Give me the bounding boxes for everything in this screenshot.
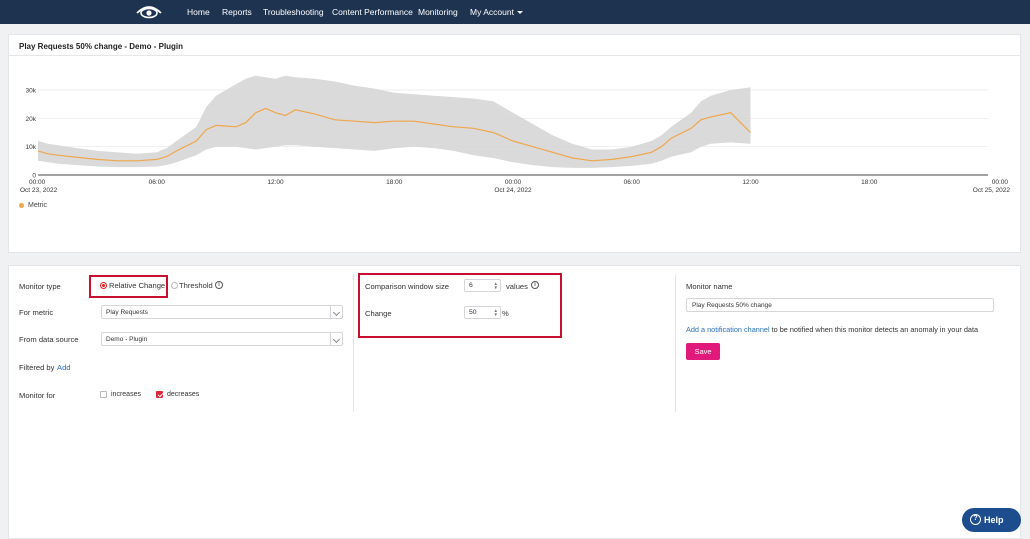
monitor-type-label: Monitor type	[19, 282, 61, 291]
relative-change-highlight	[89, 275, 168, 298]
x-tick-label: 00:00	[505, 179, 522, 186]
y-tick-label: 30k	[26, 88, 37, 95]
nav-my-account[interactable]: My Account	[470, 7, 523, 17]
change-value: 50	[469, 309, 477, 316]
x-tick-date-label: Oct 25, 2022	[973, 187, 1011, 194]
column-divider	[353, 274, 354, 412]
metric-series-line	[37, 107, 751, 162]
notification-description: to be notified when this monitor detects…	[769, 325, 979, 334]
chart-title: Play Requests 50% change - Demo - Plugin	[19, 42, 184, 51]
increases-label[interactable]: increases	[111, 391, 141, 398]
y-tick-label: 10k	[26, 144, 37, 151]
change-label: Change	[365, 309, 392, 318]
x-tick-label: 12:00	[742, 179, 759, 186]
comparison-window-label: Comparison window size	[365, 282, 449, 291]
x-tick-label: 06:00	[149, 179, 166, 186]
x-tick-label: 18:00	[861, 179, 878, 186]
increases-checkbox[interactable]	[100, 391, 107, 398]
add-notification-channel-link[interactable]: Add a notification channel	[686, 325, 770, 334]
x-tick-date-label: Oct 23, 2022	[20, 187, 58, 194]
nav-reports[interactable]: Reports	[222, 7, 252, 17]
monitor-name-value: Play Requests 50% change	[692, 302, 772, 309]
data-source-select[interactable]: Demo - Plugin	[101, 332, 343, 346]
comparison-highlight	[358, 273, 562, 338]
filtered-by-label: Filtered by	[19, 363, 55, 372]
chevron-down-icon	[330, 306, 342, 318]
metric-select-value: Play Requests	[106, 309, 148, 316]
monitor-for-label: Monitor for	[19, 391, 56, 400]
threshold-label[interactable]: Threshold	[179, 281, 213, 290]
chevron-down-icon	[516, 11, 523, 15]
help-button[interactable]: ? Help	[962, 508, 1021, 532]
question-icon: ?	[970, 514, 981, 526]
monitor-name-label: Monitor name	[686, 282, 733, 291]
change-input[interactable]: 50 ▲ ▼	[464, 306, 501, 319]
spinner-icon[interactable]: ▲ ▼	[493, 308, 498, 317]
values-label: values	[506, 282, 528, 291]
y-tick-label: 20k	[26, 116, 37, 123]
nav-troubleshooting[interactable]: Troubleshooting	[263, 7, 324, 17]
threshold-radio[interactable]	[171, 282, 178, 289]
decreases-checkbox[interactable]	[156, 391, 163, 398]
x-tick-label: 00:00	[992, 179, 1009, 186]
comparison-window-input[interactable]: 6 ▲ ▼	[464, 279, 501, 292]
percent-label: %	[502, 309, 509, 318]
monitor-name-input[interactable]: Play Requests 50% change	[686, 298, 994, 312]
x-tick-label: 00:00	[29, 179, 46, 186]
column-divider	[675, 274, 676, 412]
spinner-icon[interactable]: ▲ ▼	[493, 281, 498, 290]
monitor-form-panel: Monitor type Relative Change Threshold i…	[8, 265, 1021, 539]
comparison-window-value: 6	[469, 282, 473, 289]
y-tick-label: 0	[32, 173, 36, 180]
top-nav: Home Reports Troubleshooting Content Per…	[0, 0, 1030, 24]
divider	[9, 55, 1020, 56]
data-source-select-value: Demo - Plugin	[106, 336, 148, 343]
notification-text: Add a notification channel to be notifie…	[686, 325, 978, 334]
decreases-label[interactable]: decreases	[167, 391, 200, 398]
x-tick-label: 06:00	[624, 179, 641, 186]
nav-content-performance[interactable]: Content Performance	[332, 7, 413, 17]
metric-select[interactable]: Play Requests	[101, 305, 343, 319]
relative-change-label[interactable]: Relative Change	[109, 281, 166, 290]
help-label: Help	[984, 515, 1004, 525]
nav-monitoring[interactable]: Monitoring	[418, 7, 458, 17]
expected-range-band	[38, 75, 751, 168]
chart-legend[interactable]: Metric	[19, 202, 47, 209]
x-tick-date-label: Oct 24, 2022	[494, 187, 532, 194]
x-tick-label: 12:00	[267, 179, 284, 186]
info-icon[interactable]: i	[531, 281, 539, 289]
info-icon[interactable]: i	[215, 281, 223, 289]
nav-home[interactable]: Home	[187, 7, 210, 17]
relative-change-radio[interactable]	[100, 282, 107, 289]
eye-logo-icon[interactable]	[136, 5, 162, 19]
legend-label: Metric	[28, 202, 48, 209]
data-source-label: From data source	[19, 335, 79, 344]
chart-panel: Play Requests 50% change - Demo - Plugin…	[8, 34, 1021, 253]
for-metric-label: For metric	[19, 308, 54, 317]
legend-dot-icon	[19, 202, 24, 208]
chevron-down-icon	[330, 333, 342, 345]
x-tick-label: 18:00	[386, 179, 403, 186]
nav-my-account-label: My Account	[470, 7, 514, 17]
save-button[interactable]: Save	[686, 343, 720, 360]
add-filter-link[interactable]: Add	[57, 363, 71, 372]
